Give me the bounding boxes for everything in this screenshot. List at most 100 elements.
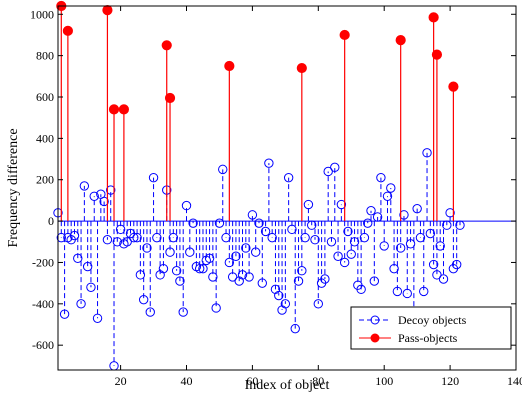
decoy-point xyxy=(237,270,248,280)
y-axis-label: Frequency difference xyxy=(6,128,21,247)
decoy-point xyxy=(386,183,396,193)
pass-point xyxy=(102,5,113,16)
pass-point xyxy=(448,81,459,92)
decoy-point xyxy=(303,199,314,210)
pass-point xyxy=(118,104,129,115)
decoy-point xyxy=(204,253,215,264)
decoy-point xyxy=(346,249,356,259)
decoy-point xyxy=(102,235,113,245)
decoy-point xyxy=(194,263,205,274)
decoy-point xyxy=(323,166,333,177)
pass-point xyxy=(428,12,439,23)
x-axis-label: Index of object xyxy=(245,378,330,393)
pass-point xyxy=(161,40,172,51)
decoy-point xyxy=(92,313,103,323)
decoy-point xyxy=(79,181,90,191)
decoy-point xyxy=(214,218,225,228)
decoy-point xyxy=(234,276,244,286)
decoy-point xyxy=(241,243,251,253)
decoy-point xyxy=(231,251,241,261)
decoy-point xyxy=(188,218,198,228)
legend-decoy-label: Decoy objects xyxy=(398,313,467,327)
decoy-point xyxy=(438,274,449,284)
decoy-point xyxy=(389,263,399,274)
decoy-point xyxy=(343,226,353,237)
legend-pass-marker-icon xyxy=(370,333,380,343)
decoy-point xyxy=(165,247,175,257)
decoy-point xyxy=(412,203,422,214)
decoy-point xyxy=(300,232,310,243)
decoy-point xyxy=(445,208,455,218)
decoy-point xyxy=(422,148,432,158)
decoy-point xyxy=(135,270,146,280)
decoy-point xyxy=(267,232,277,243)
pass-point xyxy=(108,104,120,115)
decoy-point xyxy=(178,307,188,317)
decoy-point xyxy=(211,303,221,313)
decoy-point xyxy=(224,257,235,268)
decoy-point xyxy=(402,288,412,299)
decoy-point xyxy=(148,172,159,183)
decoy-point xyxy=(181,200,192,211)
decoy-point xyxy=(336,199,347,210)
y-tick-label: -200 xyxy=(32,255,54,269)
decoy-point xyxy=(277,305,287,315)
decoy-point xyxy=(307,220,317,230)
decoy-point xyxy=(138,294,149,305)
decoy-point xyxy=(158,263,169,274)
decoy-point xyxy=(142,243,152,253)
x-tick-label: 40 xyxy=(181,374,193,388)
decoy-point xyxy=(227,272,238,282)
decoy-point xyxy=(198,263,208,274)
decoy-point xyxy=(366,206,376,216)
decoy-point xyxy=(89,191,99,201)
y-tick-label: 1000 xyxy=(30,7,54,21)
y-tick-label: 400 xyxy=(36,131,54,145)
decoy-point xyxy=(99,196,109,207)
decoy-point xyxy=(171,266,182,276)
decoy-point xyxy=(399,210,409,220)
decoy-point xyxy=(395,243,406,253)
decoy-point xyxy=(287,224,297,235)
decoy-point xyxy=(244,272,254,282)
x-tick-label: 60 xyxy=(246,374,258,388)
decoy-point xyxy=(442,220,452,230)
decoy-point xyxy=(326,237,337,247)
decoy-point xyxy=(372,212,383,222)
decoy-point xyxy=(432,270,442,280)
decoy-point xyxy=(349,237,360,247)
decoy-point xyxy=(405,239,416,249)
decoy-point xyxy=(392,286,403,297)
decoy-point xyxy=(152,232,162,243)
decoy-point xyxy=(59,309,70,319)
legend: Decoy objects Pass-objects xyxy=(350,306,512,350)
y-tick-label: 800 xyxy=(36,49,54,63)
decoy-point xyxy=(168,232,179,243)
decoy-point xyxy=(419,286,429,297)
decoy-point xyxy=(264,158,274,168)
decoy-point xyxy=(297,266,307,276)
decoy-point xyxy=(155,270,165,280)
y-tick-label: 0 xyxy=(48,214,54,228)
y-tick-label: -400 xyxy=(32,297,54,311)
decoy-point xyxy=(129,232,139,243)
decoy-point xyxy=(359,232,370,243)
decoy-point xyxy=(115,224,126,235)
decoy-point xyxy=(283,172,294,183)
decoy-point xyxy=(175,276,185,286)
decoy-point xyxy=(435,241,445,251)
y-tick-label: 200 xyxy=(36,173,54,187)
legend-decoy-marker-icon xyxy=(370,315,380,325)
decoy-point xyxy=(339,257,350,268)
decoy-point xyxy=(379,241,389,251)
decoy-point xyxy=(369,276,380,286)
decoy-point xyxy=(455,220,465,230)
pass-point xyxy=(164,92,176,104)
pass-point xyxy=(431,49,443,60)
decoy-point xyxy=(356,284,366,295)
decoy-point xyxy=(320,274,330,284)
x-tick-label: 140 xyxy=(507,374,522,388)
decoy-point xyxy=(112,237,123,247)
decoy-point xyxy=(254,218,264,228)
decoy-point xyxy=(363,218,373,228)
